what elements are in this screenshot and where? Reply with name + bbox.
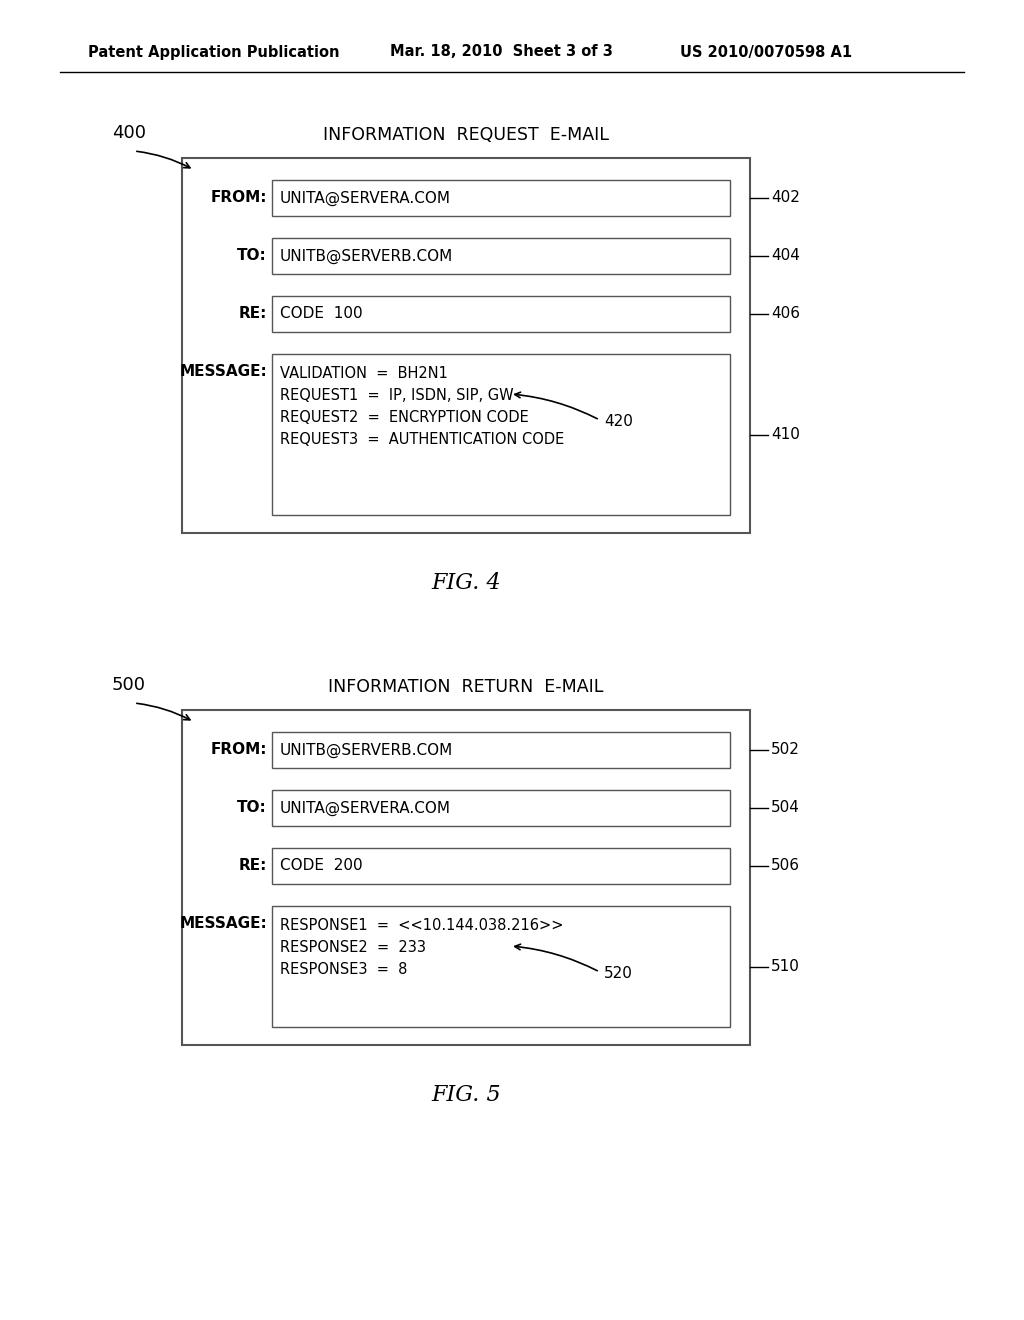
Text: 404: 404 [771, 248, 800, 264]
Bar [272, 238, 730, 275]
Text: 420: 420 [604, 414, 633, 429]
Text: UNITA@SERVERA.COM: UNITA@SERVERA.COM [280, 190, 451, 206]
Text: VALIDATION  =  BH2N1: VALIDATION = BH2N1 [280, 366, 447, 381]
Text: REQUEST2  =  ENCRYPTION CODE: REQUEST2 = ENCRYPTION CODE [280, 411, 528, 425]
Bar [272, 296, 730, 333]
Text: UNITA@SERVERA.COM: UNITA@SERVERA.COM [280, 800, 451, 816]
Text: 400: 400 [112, 124, 146, 143]
Text: TO:: TO: [238, 248, 267, 264]
Text: FIG. 5: FIG. 5 [431, 1084, 501, 1106]
Text: 510: 510 [771, 960, 800, 974]
Text: RESPONSE3  =  8: RESPONSE3 = 8 [280, 962, 408, 977]
Text: Patent Application Publication: Patent Application Publication [88, 45, 340, 59]
Text: INFORMATION  REQUEST  E-MAIL: INFORMATION REQUEST E-MAIL [323, 125, 609, 144]
Text: Mar. 18, 2010  Sheet 3 of 3: Mar. 18, 2010 Sheet 3 of 3 [390, 45, 613, 59]
Text: 402: 402 [771, 190, 800, 206]
Bar [182, 710, 750, 1045]
Text: US 2010/0070598 A1: US 2010/0070598 A1 [680, 45, 852, 59]
Text: FROM:: FROM: [211, 190, 267, 206]
Text: INFORMATION  RETURN  E-MAIL: INFORMATION RETURN E-MAIL [329, 678, 604, 696]
Text: RESPONSE2  =  233: RESPONSE2 = 233 [280, 940, 426, 954]
Text: RE:: RE: [239, 306, 267, 322]
Bar [272, 847, 730, 884]
Text: MESSAGE:: MESSAGE: [179, 916, 267, 931]
Bar [272, 789, 730, 826]
Text: 502: 502 [771, 742, 800, 758]
Text: REQUEST1  =  IP, ISDN, SIP, GW: REQUEST1 = IP, ISDN, SIP, GW [280, 388, 514, 403]
Bar [272, 354, 730, 515]
Text: CODE  100: CODE 100 [280, 306, 362, 322]
Text: RE:: RE: [239, 858, 267, 874]
Bar [272, 733, 730, 768]
Text: MESSAGE:: MESSAGE: [179, 364, 267, 379]
Text: 406: 406 [771, 306, 800, 322]
Text: FROM:: FROM: [211, 742, 267, 758]
Text: 504: 504 [771, 800, 800, 816]
Bar [272, 906, 730, 1027]
Text: 506: 506 [771, 858, 800, 874]
Text: 500: 500 [112, 676, 146, 694]
Text: UNITB@SERVERB.COM: UNITB@SERVERB.COM [280, 742, 454, 758]
Text: 410: 410 [771, 426, 800, 442]
Text: FIG. 4: FIG. 4 [431, 572, 501, 594]
Text: TO:: TO: [238, 800, 267, 816]
Text: CODE  200: CODE 200 [280, 858, 362, 874]
Bar [182, 158, 750, 533]
Text: 520: 520 [604, 966, 633, 982]
Bar [272, 180, 730, 216]
Text: REQUEST3  =  AUTHENTICATION CODE: REQUEST3 = AUTHENTICATION CODE [280, 432, 564, 447]
Text: RESPONSE1  =  <<10.144.038.216>>: RESPONSE1 = <<10.144.038.216>> [280, 917, 563, 933]
Text: UNITB@SERVERB.COM: UNITB@SERVERB.COM [280, 248, 454, 264]
